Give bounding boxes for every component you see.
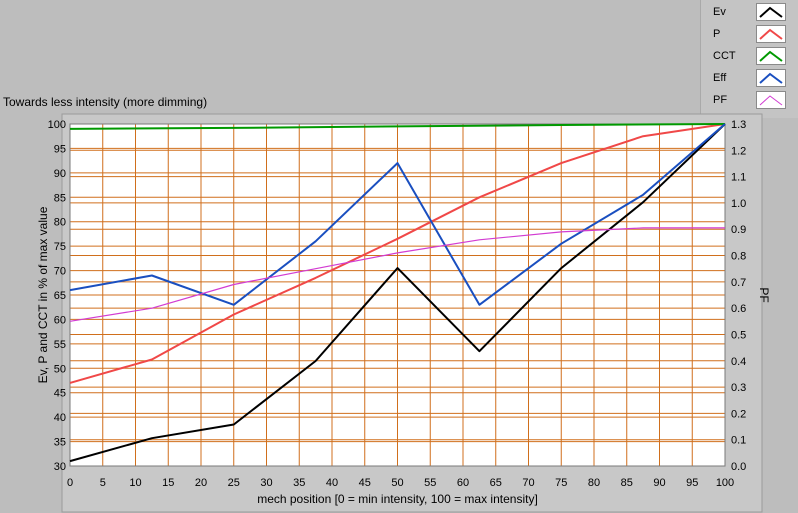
x-tick-label: 95 — [686, 477, 698, 489]
y-tick-label: 75 — [54, 241, 66, 253]
x-tick-label: 55 — [424, 477, 436, 489]
x-tick-label: 70 — [522, 477, 534, 489]
y-tick-label: 45 — [54, 388, 66, 400]
legend-swatch-icon[interactable] — [756, 25, 786, 43]
x-tick-label: 40 — [326, 477, 338, 489]
y2-tick-label: 0.8 — [731, 251, 746, 263]
y-tick-label: 65 — [54, 290, 66, 302]
y-tick-label: 70 — [54, 266, 66, 278]
legend-label: P — [713, 28, 721, 40]
series-line-p — [69, 123, 726, 384]
series-line-pf — [69, 227, 725, 322]
y2-tick-label: 0.5 — [731, 329, 746, 341]
x-tick-label: 45 — [359, 477, 371, 489]
legend-swatch-icon[interactable] — [756, 91, 786, 109]
legend-item-ev[interactable]: Ev — [701, 2, 798, 24]
legend-swatch-icon[interactable] — [756, 3, 786, 21]
x-tick-label: 65 — [490, 477, 502, 489]
y2-tick-label: 0.0 — [731, 461, 746, 473]
x-tick-label: 10 — [129, 477, 141, 489]
y-tick-label: 85 — [54, 192, 66, 204]
x-tick-label: 5 — [100, 477, 106, 489]
x-tick-label: 60 — [457, 477, 469, 489]
legend-item-cct[interactable]: CCT — [701, 46, 798, 68]
legend-swatch-icon[interactable] — [756, 69, 786, 87]
legend-line-sample — [759, 72, 783, 84]
x-tick-label: 85 — [621, 477, 633, 489]
y2-tick-label: 0.6 — [731, 303, 746, 315]
y2-tick-label: 1.0 — [731, 198, 746, 210]
legend: Ev P CCT Eff PF — [700, 0, 798, 118]
legend-item-p[interactable]: P — [701, 24, 798, 46]
y2-tick-label: 1.1 — [731, 172, 746, 184]
series-line-eff — [69, 123, 726, 306]
y-tick-label: 40 — [54, 412, 66, 424]
chart-title: Towards less intensity (more dimming) — [3, 95, 208, 109]
legend-swatch-icon[interactable] — [756, 47, 786, 65]
y-tick-label: 100 — [48, 119, 66, 131]
x-tick-label: 80 — [588, 477, 600, 489]
y-axis-title: Ev, P and CCT in % of max value — [36, 206, 50, 383]
x-tick-label: 100 — [716, 477, 734, 489]
y-tick-label: 55 — [54, 339, 66, 351]
legend-label: Eff — [713, 72, 727, 84]
y2-tick-label: 0.3 — [731, 382, 746, 394]
legend-line-sample — [759, 28, 783, 40]
x-tick-label: 75 — [555, 477, 567, 489]
legend-label: Ev — [713, 6, 726, 18]
y-tick-label: 60 — [54, 314, 66, 326]
y2-tick-label: 0.2 — [731, 408, 746, 420]
legend-item-pf[interactable]: PF — [701, 90, 798, 112]
legend-line-sample — [759, 50, 783, 62]
x-tick-label: 50 — [391, 477, 403, 489]
y-tick-label: 80 — [54, 217, 66, 229]
y2-tick-label: 0.7 — [731, 277, 746, 289]
x-tick-label: 30 — [260, 477, 272, 489]
x-tick-label: 25 — [228, 477, 240, 489]
y2-axis-title: PF — [757, 287, 771, 302]
plot-border — [69, 123, 726, 467]
legend-line-sample — [759, 95, 783, 106]
y2-tick-label: 1.2 — [731, 145, 746, 157]
y-tick-label: 90 — [54, 168, 66, 180]
x-axis-title: mech position [0 = min intensity, 100 = … — [257, 492, 538, 506]
y2-tick-label: 0.4 — [731, 356, 746, 368]
series-line-ev — [69, 123, 726, 463]
legend-label: CCT — [713, 50, 736, 62]
legend-label: PF — [713, 94, 728, 106]
legend-line-sample — [759, 6, 783, 18]
x-tick-label: 0 — [67, 477, 73, 489]
x-tick-label: 20 — [195, 477, 207, 489]
y-tick-label: 30 — [54, 461, 66, 473]
x-tick-label: 90 — [653, 477, 665, 489]
y2-tick-label: 0.1 — [731, 435, 746, 447]
y-tick-label: 50 — [54, 363, 66, 375]
legend-item-eff[interactable]: Eff — [701, 68, 798, 90]
x-tick-label: 35 — [293, 477, 305, 489]
y-tick-label: 95 — [54, 143, 66, 155]
x-tick-label: 15 — [162, 477, 174, 489]
y-tick-label: 35 — [54, 437, 66, 449]
y2-tick-label: 0.9 — [731, 224, 746, 236]
y2-tick-label: 1.3 — [731, 119, 746, 131]
series-line-cct — [69, 123, 726, 130]
